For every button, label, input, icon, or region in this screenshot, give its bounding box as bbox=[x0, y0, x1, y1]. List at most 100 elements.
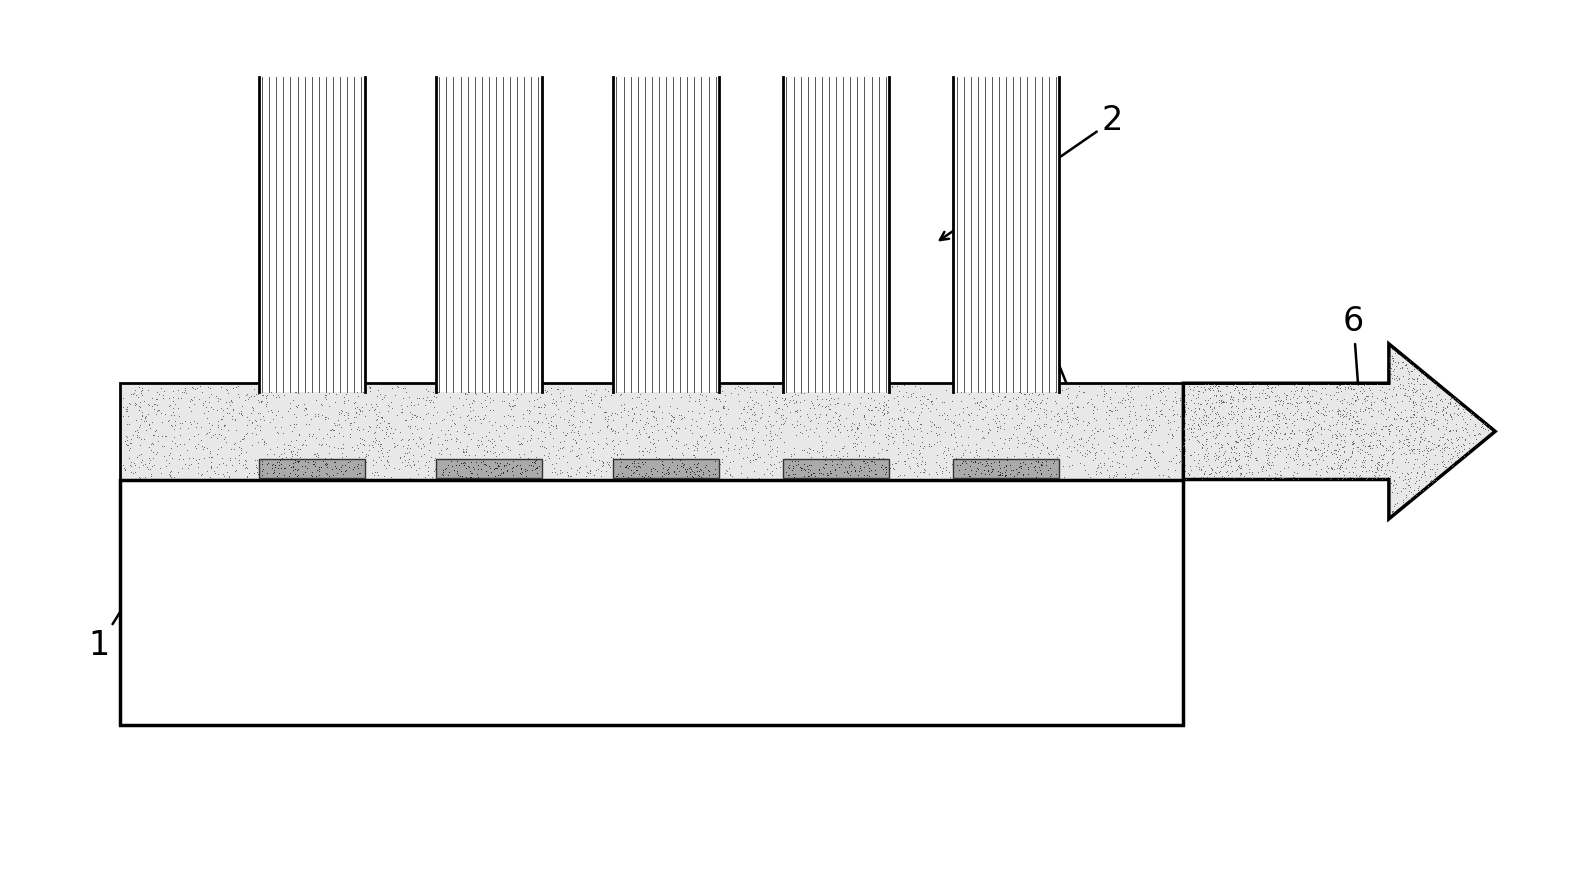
Point bbox=[1236, 465, 1262, 479]
Point bbox=[1376, 428, 1402, 442]
Point bbox=[116, 396, 142, 410]
Point bbox=[667, 464, 692, 478]
Point bbox=[1195, 393, 1221, 407]
Point bbox=[507, 436, 532, 451]
Point bbox=[1054, 399, 1079, 413]
Point bbox=[516, 394, 541, 408]
Point bbox=[308, 460, 333, 474]
Point bbox=[596, 418, 621, 432]
Point bbox=[431, 468, 456, 482]
Point bbox=[558, 425, 584, 439]
Point bbox=[1089, 460, 1114, 474]
Point bbox=[798, 442, 823, 456]
Point bbox=[859, 462, 884, 477]
Point bbox=[1188, 380, 1213, 394]
Point bbox=[1310, 380, 1335, 395]
Point bbox=[1021, 439, 1046, 453]
Point bbox=[1249, 386, 1274, 400]
Point bbox=[1424, 388, 1449, 403]
Point bbox=[1227, 466, 1252, 480]
Point bbox=[304, 431, 329, 445]
Point bbox=[420, 408, 445, 422]
Point bbox=[662, 460, 687, 474]
Point bbox=[359, 438, 384, 453]
Bar bbox=[953, 77, 1059, 392]
Point bbox=[131, 458, 156, 472]
Point bbox=[1422, 407, 1447, 421]
Point bbox=[1178, 393, 1203, 407]
Point bbox=[672, 410, 697, 424]
Point bbox=[1348, 468, 1373, 482]
Point bbox=[451, 466, 477, 480]
Point bbox=[524, 392, 549, 406]
Point bbox=[846, 420, 871, 435]
Point bbox=[311, 454, 337, 469]
Point bbox=[975, 463, 1000, 477]
Point bbox=[1395, 443, 1420, 457]
Point bbox=[1378, 416, 1403, 430]
Point bbox=[602, 405, 628, 420]
Point bbox=[1095, 399, 1120, 413]
Point bbox=[489, 444, 514, 459]
Point bbox=[579, 396, 604, 410]
Point bbox=[669, 453, 694, 467]
Point bbox=[510, 411, 535, 425]
Point bbox=[1026, 450, 1051, 464]
Point bbox=[580, 444, 606, 459]
Point bbox=[187, 392, 212, 406]
Point bbox=[300, 457, 326, 471]
Point bbox=[355, 419, 381, 433]
Point bbox=[126, 429, 151, 444]
Point bbox=[840, 458, 865, 472]
Point bbox=[1309, 392, 1334, 406]
Point bbox=[1240, 471, 1265, 485]
Point bbox=[178, 415, 203, 429]
Point bbox=[310, 436, 335, 451]
Point bbox=[228, 406, 253, 420]
Point bbox=[444, 464, 469, 478]
Point bbox=[986, 458, 1011, 472]
Point bbox=[1230, 394, 1255, 408]
Point bbox=[1340, 418, 1365, 432]
Point bbox=[1323, 446, 1348, 461]
Point bbox=[250, 462, 275, 477]
Point bbox=[1335, 380, 1361, 395]
Point bbox=[780, 388, 805, 403]
Point bbox=[398, 395, 423, 409]
Point bbox=[772, 396, 798, 411]
Point bbox=[810, 460, 835, 474]
Point bbox=[1405, 373, 1430, 388]
Point bbox=[156, 412, 181, 427]
Point bbox=[1331, 406, 1356, 420]
Point bbox=[735, 399, 760, 413]
Point bbox=[378, 421, 403, 436]
Point bbox=[1463, 428, 1488, 442]
Point bbox=[541, 439, 566, 453]
Point bbox=[1008, 380, 1033, 394]
Point bbox=[991, 411, 1016, 425]
Point bbox=[1380, 463, 1405, 477]
Point bbox=[280, 424, 305, 438]
Point bbox=[790, 443, 815, 457]
Point bbox=[780, 460, 805, 474]
Point bbox=[1188, 414, 1213, 428]
Point bbox=[461, 426, 486, 440]
Point bbox=[1389, 440, 1414, 454]
Point bbox=[678, 465, 703, 479]
Point bbox=[1078, 444, 1103, 459]
Point bbox=[613, 460, 639, 474]
Point bbox=[687, 396, 713, 411]
Point bbox=[816, 466, 842, 480]
Point bbox=[294, 380, 319, 394]
Point bbox=[363, 430, 389, 444]
Point bbox=[741, 446, 766, 461]
Point bbox=[1202, 469, 1227, 484]
Point bbox=[1332, 435, 1357, 449]
Point bbox=[445, 379, 470, 393]
Point bbox=[1431, 441, 1457, 455]
Point bbox=[686, 392, 711, 406]
Point bbox=[873, 465, 898, 479]
Point bbox=[1161, 406, 1186, 420]
Point bbox=[774, 399, 799, 413]
Point bbox=[1255, 414, 1280, 428]
